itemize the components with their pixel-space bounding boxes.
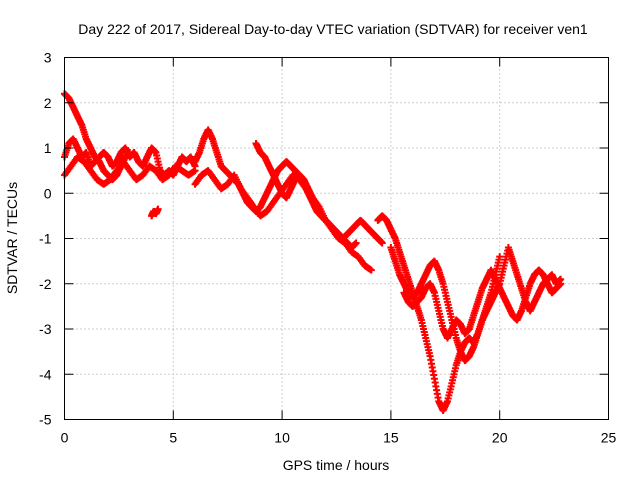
data-point-marker bbox=[378, 239, 386, 247]
data-point-marker bbox=[557, 280, 565, 288]
data-point-marker bbox=[367, 266, 375, 274]
series-satellite-track-d bbox=[148, 205, 162, 220]
ticks-layer bbox=[64, 57, 609, 420]
data-point-marker bbox=[191, 167, 199, 175]
x-axis-label: GPS time / hours bbox=[283, 457, 390, 473]
series-satellite-track-j bbox=[400, 266, 565, 342]
data-point-marker bbox=[154, 205, 162, 213]
chart-title: Day 222 of 2017, Sidereal Day-to-day VTE… bbox=[78, 21, 588, 37]
y-tick-labels: -5 -4 -3 -2 -1 0 1 2 3 bbox=[39, 50, 52, 428]
y-tick-label: -1 bbox=[39, 231, 52, 247]
y-tick-label: 2 bbox=[44, 95, 52, 111]
y-tick-label: -5 bbox=[39, 412, 52, 428]
data-point-marker bbox=[496, 253, 504, 261]
y-tick-label: -3 bbox=[39, 321, 52, 337]
series-satellite-track-f bbox=[191, 167, 375, 274]
x-tick-label: 0 bbox=[61, 430, 69, 446]
y-axis-label: SDTVAR / TECUs bbox=[4, 182, 20, 294]
x-tick-label: 15 bbox=[383, 430, 399, 446]
y-tick-label: -4 bbox=[39, 366, 52, 382]
points-layer bbox=[61, 90, 565, 414]
series-satellite-track-c bbox=[61, 153, 199, 188]
x-tick-label: 10 bbox=[274, 430, 290, 446]
data-point-marker bbox=[352, 239, 360, 247]
series-satellite-track-i bbox=[387, 244, 565, 365]
x-tick-label: 20 bbox=[492, 430, 508, 446]
x-tick-labels: 0 5 10 15 20 25 bbox=[61, 430, 617, 446]
y-tick-label: 1 bbox=[44, 140, 52, 156]
y-tick-label: 3 bbox=[44, 50, 52, 66]
y-tick-label: -2 bbox=[39, 276, 52, 292]
x-tick-label: 5 bbox=[169, 430, 177, 446]
series-satellite-track-g bbox=[252, 139, 386, 247]
y-tick-label: 0 bbox=[44, 185, 52, 201]
x-tick-label: 25 bbox=[601, 430, 617, 446]
